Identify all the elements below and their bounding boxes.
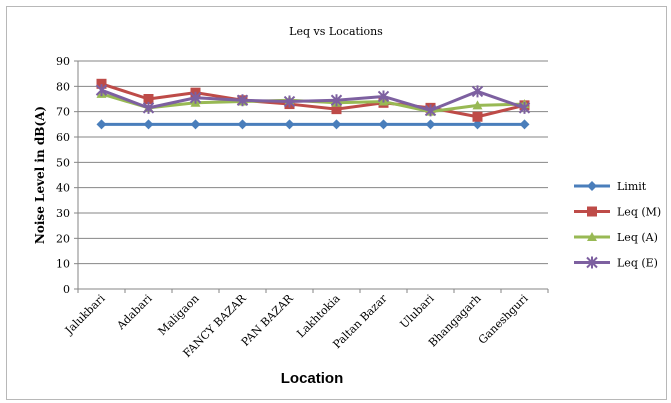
legend-item-4: Leq (E) [574,256,658,270]
legend-swatch-marker [587,206,597,217]
y-axis-ticks: 0 10 20 30 40 50 60 70 80 90 [56,55,78,296]
legend-label: Leq (E) [617,257,658,270]
data-point [471,85,484,98]
data-point [424,104,437,117]
series-line [101,82,525,119]
y-tick-label: 50 [56,156,70,169]
data-point [284,119,295,130]
data-point [190,119,201,130]
legend-item-1: Limit [574,180,647,193]
data-point [189,91,202,104]
legend-label: Leq (M) [617,206,661,219]
x-tick-label: Jalukbari [62,292,108,338]
y-tick-label: 60 [56,131,70,144]
y-tick-label: 10 [56,258,70,271]
x-tick-label: Ulubari [398,292,437,331]
data-point [143,119,154,130]
series-layer [95,78,531,130]
data-point [143,94,154,104]
x-tick-label: Maligaon [156,292,202,338]
data-point [472,111,483,122]
legend-item-3: Leq (A) [574,231,658,244]
data-point [330,94,343,107]
legend-label: Leq (A) [617,231,658,244]
data-point [142,101,155,114]
data-point [472,100,483,110]
data-point [378,119,389,130]
data-point [519,119,530,130]
x-tick-label: Ganeshguri [476,292,531,347]
y-tick-label: 80 [56,80,70,93]
data-point [331,119,342,130]
x-axis-label: Location [281,370,344,387]
axes [77,61,548,290]
series-1 [96,119,530,130]
y-axis-label: Noise Level in dB(A) [33,106,47,244]
data-point [236,94,249,107]
data-point [96,119,107,130]
data-point [283,95,296,108]
chart-frame [6,6,667,400]
series-line [100,88,525,112]
y-tick-label: 70 [56,106,70,119]
data-point [518,101,531,114]
data-point [472,119,483,130]
legend-item-2: Leq (M) [574,206,661,219]
y-tick-label: 20 [56,232,70,245]
data-point [95,84,108,97]
chart-title: Leq vs Locations [289,25,383,38]
y-tick-label: 30 [56,207,70,220]
legend-swatch-marker [587,181,597,191]
x-tick-label: Adabari [114,292,155,333]
x-tick-label: Lakhtokia [294,292,343,341]
data-point [331,104,342,115]
y-tick-label: 0 [63,283,70,296]
legend-swatch-marker [587,232,597,241]
data-point [96,78,107,89]
legend-swatch-marker [586,256,598,269]
gridlines [78,60,548,265]
data-point [425,119,436,130]
legend-label: Limit [617,180,647,193]
y-tick-label: 40 [56,182,70,195]
y-tick-label: 90 [56,55,70,68]
data-point [377,90,390,103]
series-4 [95,84,531,117]
data-point [237,119,248,130]
legend: Limit Leq (M) Leq (A) Leq (E) [574,180,661,270]
